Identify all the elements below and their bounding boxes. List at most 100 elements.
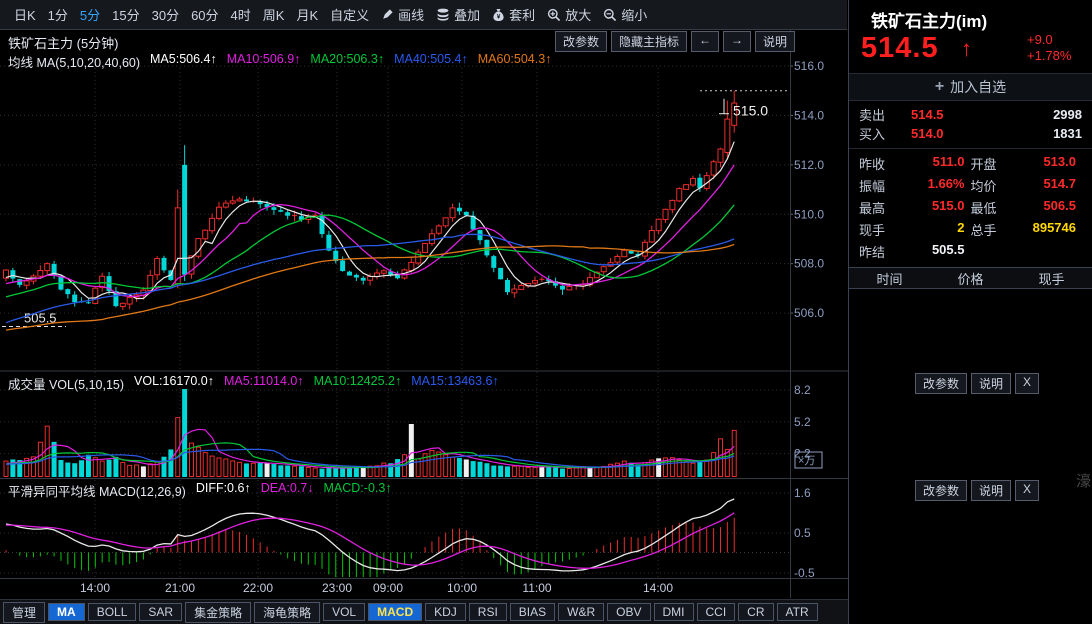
book-qty: 2998 (1053, 107, 1082, 122)
svg-text:11:00: 11:00 (522, 581, 551, 595)
main-help-button[interactable]: 说明 (754, 31, 795, 52)
macd-pane-buttons: 改参数 说明 X (914, 480, 1039, 501)
svg-text:0.5: 0.5 (794, 526, 811, 540)
svg-text:-0.5: -0.5 (794, 566, 815, 580)
quote-stats: 昨收 511.0 开盘 513.0 振幅 1.66% 均价 514.7 最高 515.0 最低 506… (849, 148, 1092, 262)
pencil-icon (381, 8, 394, 21)
indicator-value: VOL:16170.0↑ (134, 374, 214, 388)
indicator-value: 均线 MA(5,10,20,40,60) (8, 56, 141, 70)
indicator-value: MA10:506.9↑ (226, 52, 301, 66)
add-watchlist-button[interactable]: + 加入自选 (849, 73, 1092, 101)
svg-text:¥: ¥ (497, 13, 501, 20)
volume-close-button[interactable]: X (1014, 373, 1039, 394)
toolbar-item-custom[interactable]: 自定义 (330, 5, 369, 24)
toolbar-item-label: 画线 (398, 8, 425, 23)
stats-row: 昨收 511.0 开盘 513.0 (859, 152, 1082, 174)
stats-label: 振幅 (859, 178, 886, 194)
tab-sar[interactable]: SAR (139, 603, 183, 621)
plus-icon: + (934, 78, 945, 95)
quote-panel: 铁矿石主力(im) 514.5 ↑ +9.0 +1.78% + 加入自选 卖出 5… (848, 0, 1092, 624)
toolbar-item-label: 60分 (191, 8, 219, 23)
indicator-value: 平滑异同平均线 MACD(12,26,9) (8, 485, 186, 499)
stats-cell: 最低 506.5 (971, 198, 1083, 217)
tab-boll[interactable]: BOLL (87, 603, 137, 621)
book-price: 514.5 (911, 107, 944, 122)
add-watchlist-label: 加入自选 (950, 79, 1007, 95)
svg-text:5.2: 5.2 (794, 415, 811, 429)
stats-cell: 总手 895746 (971, 220, 1083, 239)
tab-jijin-strategy[interactable]: 集金策略 (185, 601, 252, 623)
toolbar-item-label: 周K (262, 8, 285, 23)
stats-value: 514.7 (1043, 175, 1076, 191)
volume-edit-params-button[interactable]: 改参数 (914, 373, 967, 394)
tab-obv[interactable]: OBV (607, 603, 651, 621)
stats-label: 开盘 (970, 156, 997, 172)
svg-text:14:00: 14:00 (80, 581, 110, 595)
tab-manage[interactable]: 管理 (3, 601, 46, 623)
stats-cell: 开盘 513.0 (971, 154, 1083, 173)
zoomin-icon (547, 8, 561, 22)
toolbar-item-1min[interactable]: 1分 (48, 5, 68, 24)
toolbar-item-4hour[interactable]: 4时 (231, 5, 251, 24)
last-price: 514.5 (861, 32, 939, 64)
indicator-value: MA15:13463.6↑ (411, 374, 499, 388)
main-chart-header: 铁矿石主力 (5分钟) 改参数 隐藏主指标 ← → 说明 (8, 31, 840, 52)
main-edit-params-button[interactable]: 改参数 (554, 31, 607, 52)
toolbar-item-label: 月K (296, 8, 319, 23)
toolbar-item-weekly[interactable]: 周K (263, 5, 285, 24)
price-up-arrow: ↑ (961, 36, 972, 61)
toolbar-item-overlay[interactable]: 叠加 (436, 5, 480, 24)
bid-ask-book: 卖出 514.5 2998 买入 514.0 1831 (849, 101, 1092, 145)
tab-bias[interactable]: BIAS (509, 603, 556, 621)
stats-label: 昨结 (859, 244, 886, 260)
bag-icon: ¥ (492, 8, 505, 22)
volume-help-button[interactable]: 说明 (970, 373, 1011, 394)
tick-table-header: 时间 价格 现手 (849, 267, 1092, 289)
toolbar-item-monthly[interactable]: 月K (296, 5, 318, 24)
tab-macd[interactable]: MACD (368, 603, 423, 621)
macd-help-button[interactable]: 说明 (970, 480, 1011, 501)
toolbar-item-5min[interactable]: 5分 (80, 5, 100, 24)
toolbar-item-draw-line[interactable]: 画线 (381, 5, 424, 24)
svg-text:510.0: 510.0 (794, 207, 824, 221)
main-hide-main-indicator-button[interactable]: 隐藏主指标 (610, 31, 687, 52)
toolbar-item-zoom-out[interactable]: 缩小 (603, 5, 647, 24)
tab-kdj[interactable]: KDJ (425, 603, 466, 621)
book-price: 514.0 (911, 126, 944, 141)
stats-row: 最高 515.0 最低 506.5 (859, 196, 1082, 218)
stats-value: 895746 (1032, 219, 1076, 235)
main-prev-arrow-button[interactable]: ← (690, 31, 719, 52)
toolbar-item-30min[interactable]: 30分 (152, 5, 179, 24)
indicator-value: DEA:0.7↓ (260, 481, 314, 495)
main-next-arrow-button[interactable]: → (722, 31, 751, 52)
tab-wr[interactable]: W&R (558, 603, 605, 621)
svg-text:508.0: 508.0 (794, 257, 824, 271)
toolbar-item-label: 套利 (509, 8, 536, 23)
stats-value: 505.5 (931, 241, 965, 257)
toolbar-item-daily[interactable]: 日K (14, 5, 36, 24)
svg-text:22:00: 22:00 (243, 581, 273, 595)
macd-edit-params-button[interactable]: 改参数 (914, 480, 967, 501)
tab-cci[interactable]: CCI (696, 603, 736, 621)
price-chart-canvas[interactable]: 516.0 514.0 512.0 510.0 508.0 506.0 8.2 5.2 2.2×… (0, 0, 848, 599)
tab-ma[interactable]: MA (48, 603, 85, 621)
toolbar-item-label: 5分 (79, 8, 101, 23)
tab-haigui-strategy[interactable]: 海龟策略 (254, 601, 321, 623)
tab-cr[interactable]: CR (738, 603, 774, 621)
svg-text:8.2: 8.2 (794, 383, 811, 397)
toolbar-item-60min[interactable]: 60分 (191, 5, 218, 24)
tab-rsi[interactable]: RSI (468, 603, 507, 621)
toolbar-item-15min[interactable]: 15分 (112, 5, 139, 24)
price-change: +9.0 (1027, 32, 1053, 47)
toolbar-item-zoom-in[interactable]: 放大 (547, 5, 591, 24)
toolbar-item-label: 叠加 (454, 8, 481, 23)
toolbar-item-label: 30分 (151, 8, 180, 23)
toolbar-item-arbitrage[interactable]: ¥ 套利 (492, 5, 535, 24)
svg-text:2.2: 2.2 (794, 447, 811, 461)
stats-cell: 均价 514.7 (971, 176, 1083, 195)
macd-close-button[interactable]: X (1014, 480, 1039, 501)
toolbar-item-label: 1分 (47, 8, 68, 23)
tab-vol[interactable]: VOL (323, 603, 366, 621)
tab-dmi[interactable]: DMI (653, 603, 694, 621)
tab-atr[interactable]: ATR (776, 603, 818, 621)
